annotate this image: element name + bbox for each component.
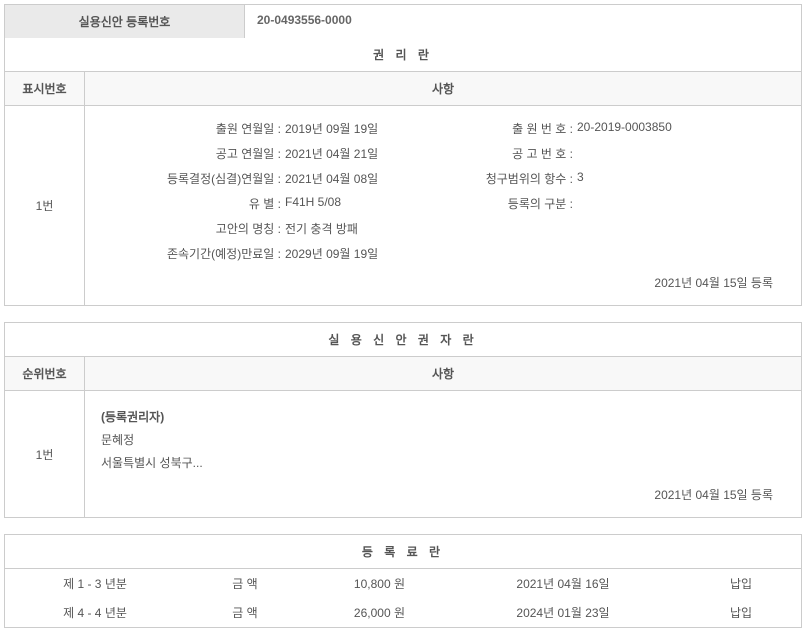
holder-label: (등록권리자) bbox=[101, 410, 164, 424]
fee-status: 납입 bbox=[681, 575, 801, 592]
holder-section: 실 용 신 안 권 자 란 순위번호 사항 1번 (등록권리자) 문혜정 서울특… bbox=[4, 322, 802, 518]
fee-rows: 제 1 - 3 년분 금 액 10,800 원 2021년 04월 16일 납입… bbox=[5, 569, 801, 627]
fee-date: 2021년 04월 16일 bbox=[445, 575, 681, 592]
rights-col-left-header: 표시번호 bbox=[5, 72, 85, 105]
rights-subheader: 표시번호 사항 bbox=[5, 72, 801, 106]
fee-amount-label: 금 액 bbox=[185, 604, 305, 621]
classification: F41H 5/08 bbox=[281, 195, 341, 212]
expiry-date: 2029년 09월 19일 bbox=[281, 245, 378, 262]
reg-division-label: 등록의 구분 : bbox=[443, 195, 573, 212]
publication-date: 2021년 04월 21일 bbox=[281, 145, 378, 162]
holder-footer-date: 2021년 04월 15일 등록 bbox=[101, 478, 785, 507]
fee-status: 납입 bbox=[681, 604, 801, 621]
fee-amount: 10,800 원 bbox=[305, 575, 445, 592]
application-date: 2019년 09월 19일 bbox=[281, 120, 378, 137]
rights-data-row: 1번 출원 연월일 : 2019년 09월 19일 공고 연월일 : 2021년… bbox=[5, 106, 801, 305]
fee-amount-label: 금 액 bbox=[185, 575, 305, 592]
invention-name: 전기 충격 방패 bbox=[281, 220, 358, 237]
holder-name: 문혜정 bbox=[101, 428, 785, 451]
rights-footer-date: 2021년 04월 15일 등록 bbox=[101, 266, 785, 295]
registration-row: 실용신안 등록번호 20-0493556-0000 bbox=[5, 5, 801, 38]
registration-label: 실용신안 등록번호 bbox=[5, 5, 245, 38]
rights-title: 권 리 란 bbox=[5, 38, 801, 72]
holder-title: 실 용 신 안 권 자 란 bbox=[5, 323, 801, 357]
application-no: 20-2019-0003850 bbox=[573, 120, 672, 137]
holder-data-content: (등록권리자) 문혜정 서울특별시 성북구... 2021년 04월 15일 등… bbox=[85, 391, 801, 517]
decision-date: 2021년 04월 08일 bbox=[281, 170, 378, 187]
fee-row: 제 4 - 4 년분 금 액 26,000 원 2024년 01월 23일 납입 bbox=[5, 598, 801, 627]
rights-data-content: 출원 연월일 : 2019년 09월 19일 공고 연월일 : 2021년 04… bbox=[85, 106, 801, 305]
application-no-label: 출 원 번 호 : bbox=[443, 120, 573, 137]
holder-col-left-header: 순위번호 bbox=[5, 357, 85, 390]
publication-no-label: 공 고 번 호 : bbox=[443, 145, 573, 162]
rights-entry-number: 1번 bbox=[5, 106, 85, 305]
decision-date-label: 등록결정(심결)연월일 : bbox=[101, 170, 281, 187]
registration-section: 실용신안 등록번호 20-0493556-0000 권 리 란 표시번호 사항 … bbox=[4, 4, 802, 306]
publication-date-label: 공고 연월일 : bbox=[101, 145, 281, 162]
expiry-date-label: 존속기간(예정)만료일 : bbox=[101, 245, 281, 262]
holder-col-right-header: 사항 bbox=[85, 357, 801, 390]
fee-amount: 26,000 원 bbox=[305, 604, 445, 621]
fee-row: 제 1 - 3 년분 금 액 10,800 원 2021년 04월 16일 납입 bbox=[5, 569, 801, 598]
fee-date: 2024년 01월 23일 bbox=[445, 604, 681, 621]
registration-number: 20-0493556-0000 bbox=[245, 5, 801, 38]
claims-count: 3 bbox=[573, 170, 584, 187]
fee-section: 등 록 료 란 제 1 - 3 년분 금 액 10,800 원 2021년 04… bbox=[4, 534, 802, 628]
fee-period: 제 1 - 3 년분 bbox=[5, 575, 185, 592]
claims-count-label: 청구범위의 항수 : bbox=[443, 170, 573, 187]
holder-data-row: 1번 (등록권리자) 문혜정 서울특별시 성북구... 2021년 04월 15… bbox=[5, 391, 801, 517]
invention-name-label: 고안의 명칭 : bbox=[101, 220, 281, 237]
application-date-label: 출원 연월일 : bbox=[101, 120, 281, 137]
holder-address: 서울특별시 성북구... bbox=[101, 451, 785, 474]
holder-entry-number: 1번 bbox=[5, 391, 85, 517]
publication-no bbox=[573, 145, 577, 162]
holder-subheader: 순위번호 사항 bbox=[5, 357, 801, 391]
fee-period: 제 4 - 4 년분 bbox=[5, 604, 185, 621]
classification-label: 유 별 : bbox=[101, 195, 281, 212]
reg-division bbox=[573, 195, 577, 212]
rights-col-right-header: 사항 bbox=[85, 72, 801, 105]
